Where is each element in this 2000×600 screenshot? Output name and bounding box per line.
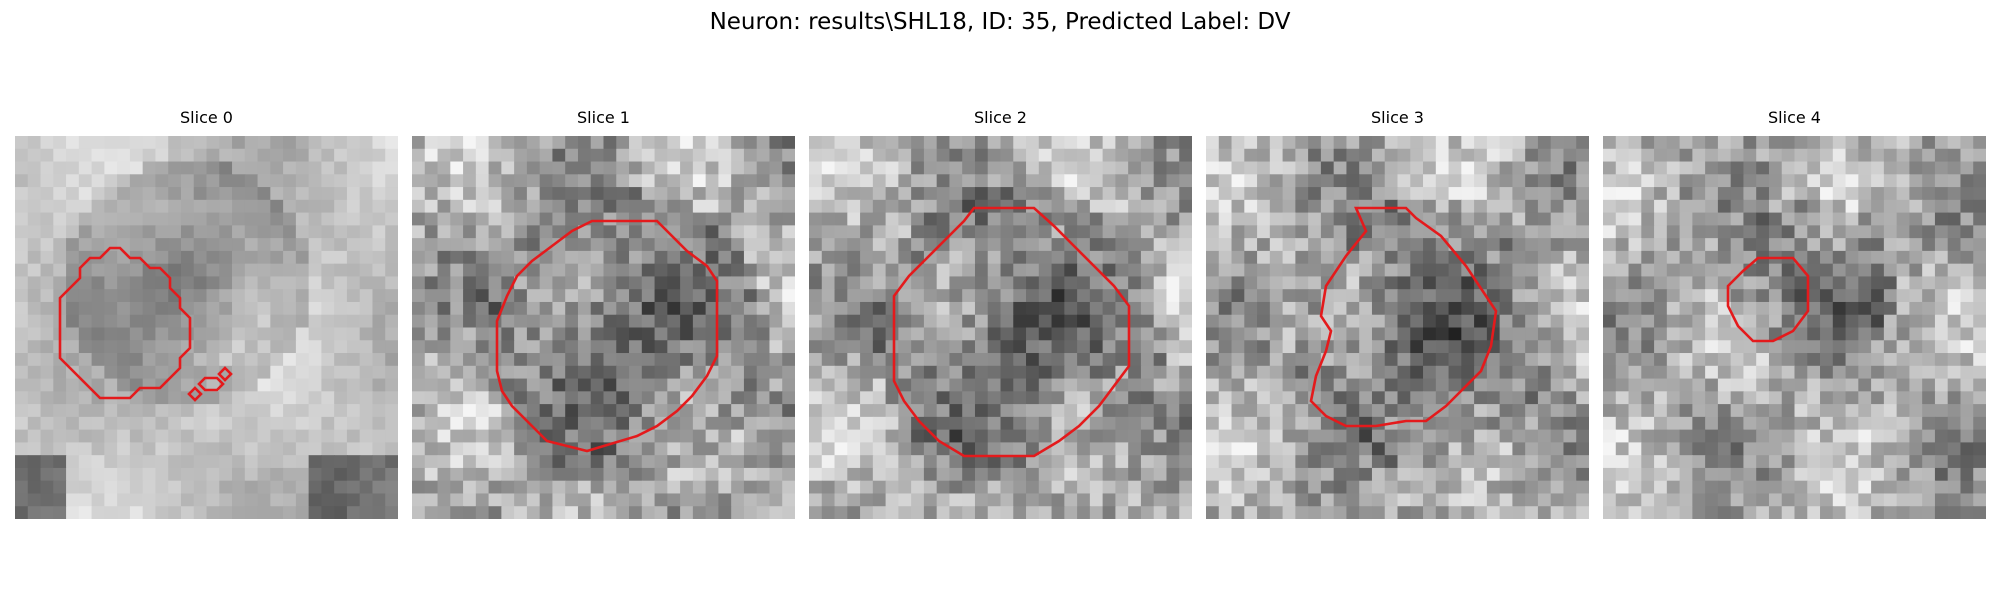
slice-image-1 [412,136,795,519]
slice-image-3 [1206,136,1589,519]
contour-4 [1726,256,1810,343]
slice-panel-1: Slice 1 [412,108,795,519]
pixel-grid-3 [1206,136,1589,519]
pixel-grid-0 [15,136,398,519]
pixel-grid-4 [1603,136,1986,519]
contour-1 [495,219,719,453]
slice-title-1: Slice 1 [577,108,630,127]
figure-title: Neuron: results\SHL18, ID: 35, Predicted… [709,9,1291,35]
slice-image-4 [1603,136,1986,519]
slice-panel-3: Slice 3 [1206,108,1589,519]
slice-panel-4: Slice 4 [1603,108,1986,519]
slice-panel-0: Slice 0 [15,108,398,519]
slice-panel-2: Slice 2 [809,108,1192,519]
slice-title-0: Slice 0 [180,108,233,127]
contour-0 [58,246,233,402]
slice-title-4: Slice 4 [1768,108,1821,127]
contour-3 [1309,206,1498,428]
slice-image-0 [15,136,398,519]
slice-title-2: Slice 2 [974,108,1027,127]
pixel-grid-2 [809,136,1192,519]
contour-2 [892,206,1131,458]
slice-image-2 [809,136,1192,519]
slice-title-3: Slice 3 [1371,108,1424,127]
pixel-grid-1 [412,136,795,519]
